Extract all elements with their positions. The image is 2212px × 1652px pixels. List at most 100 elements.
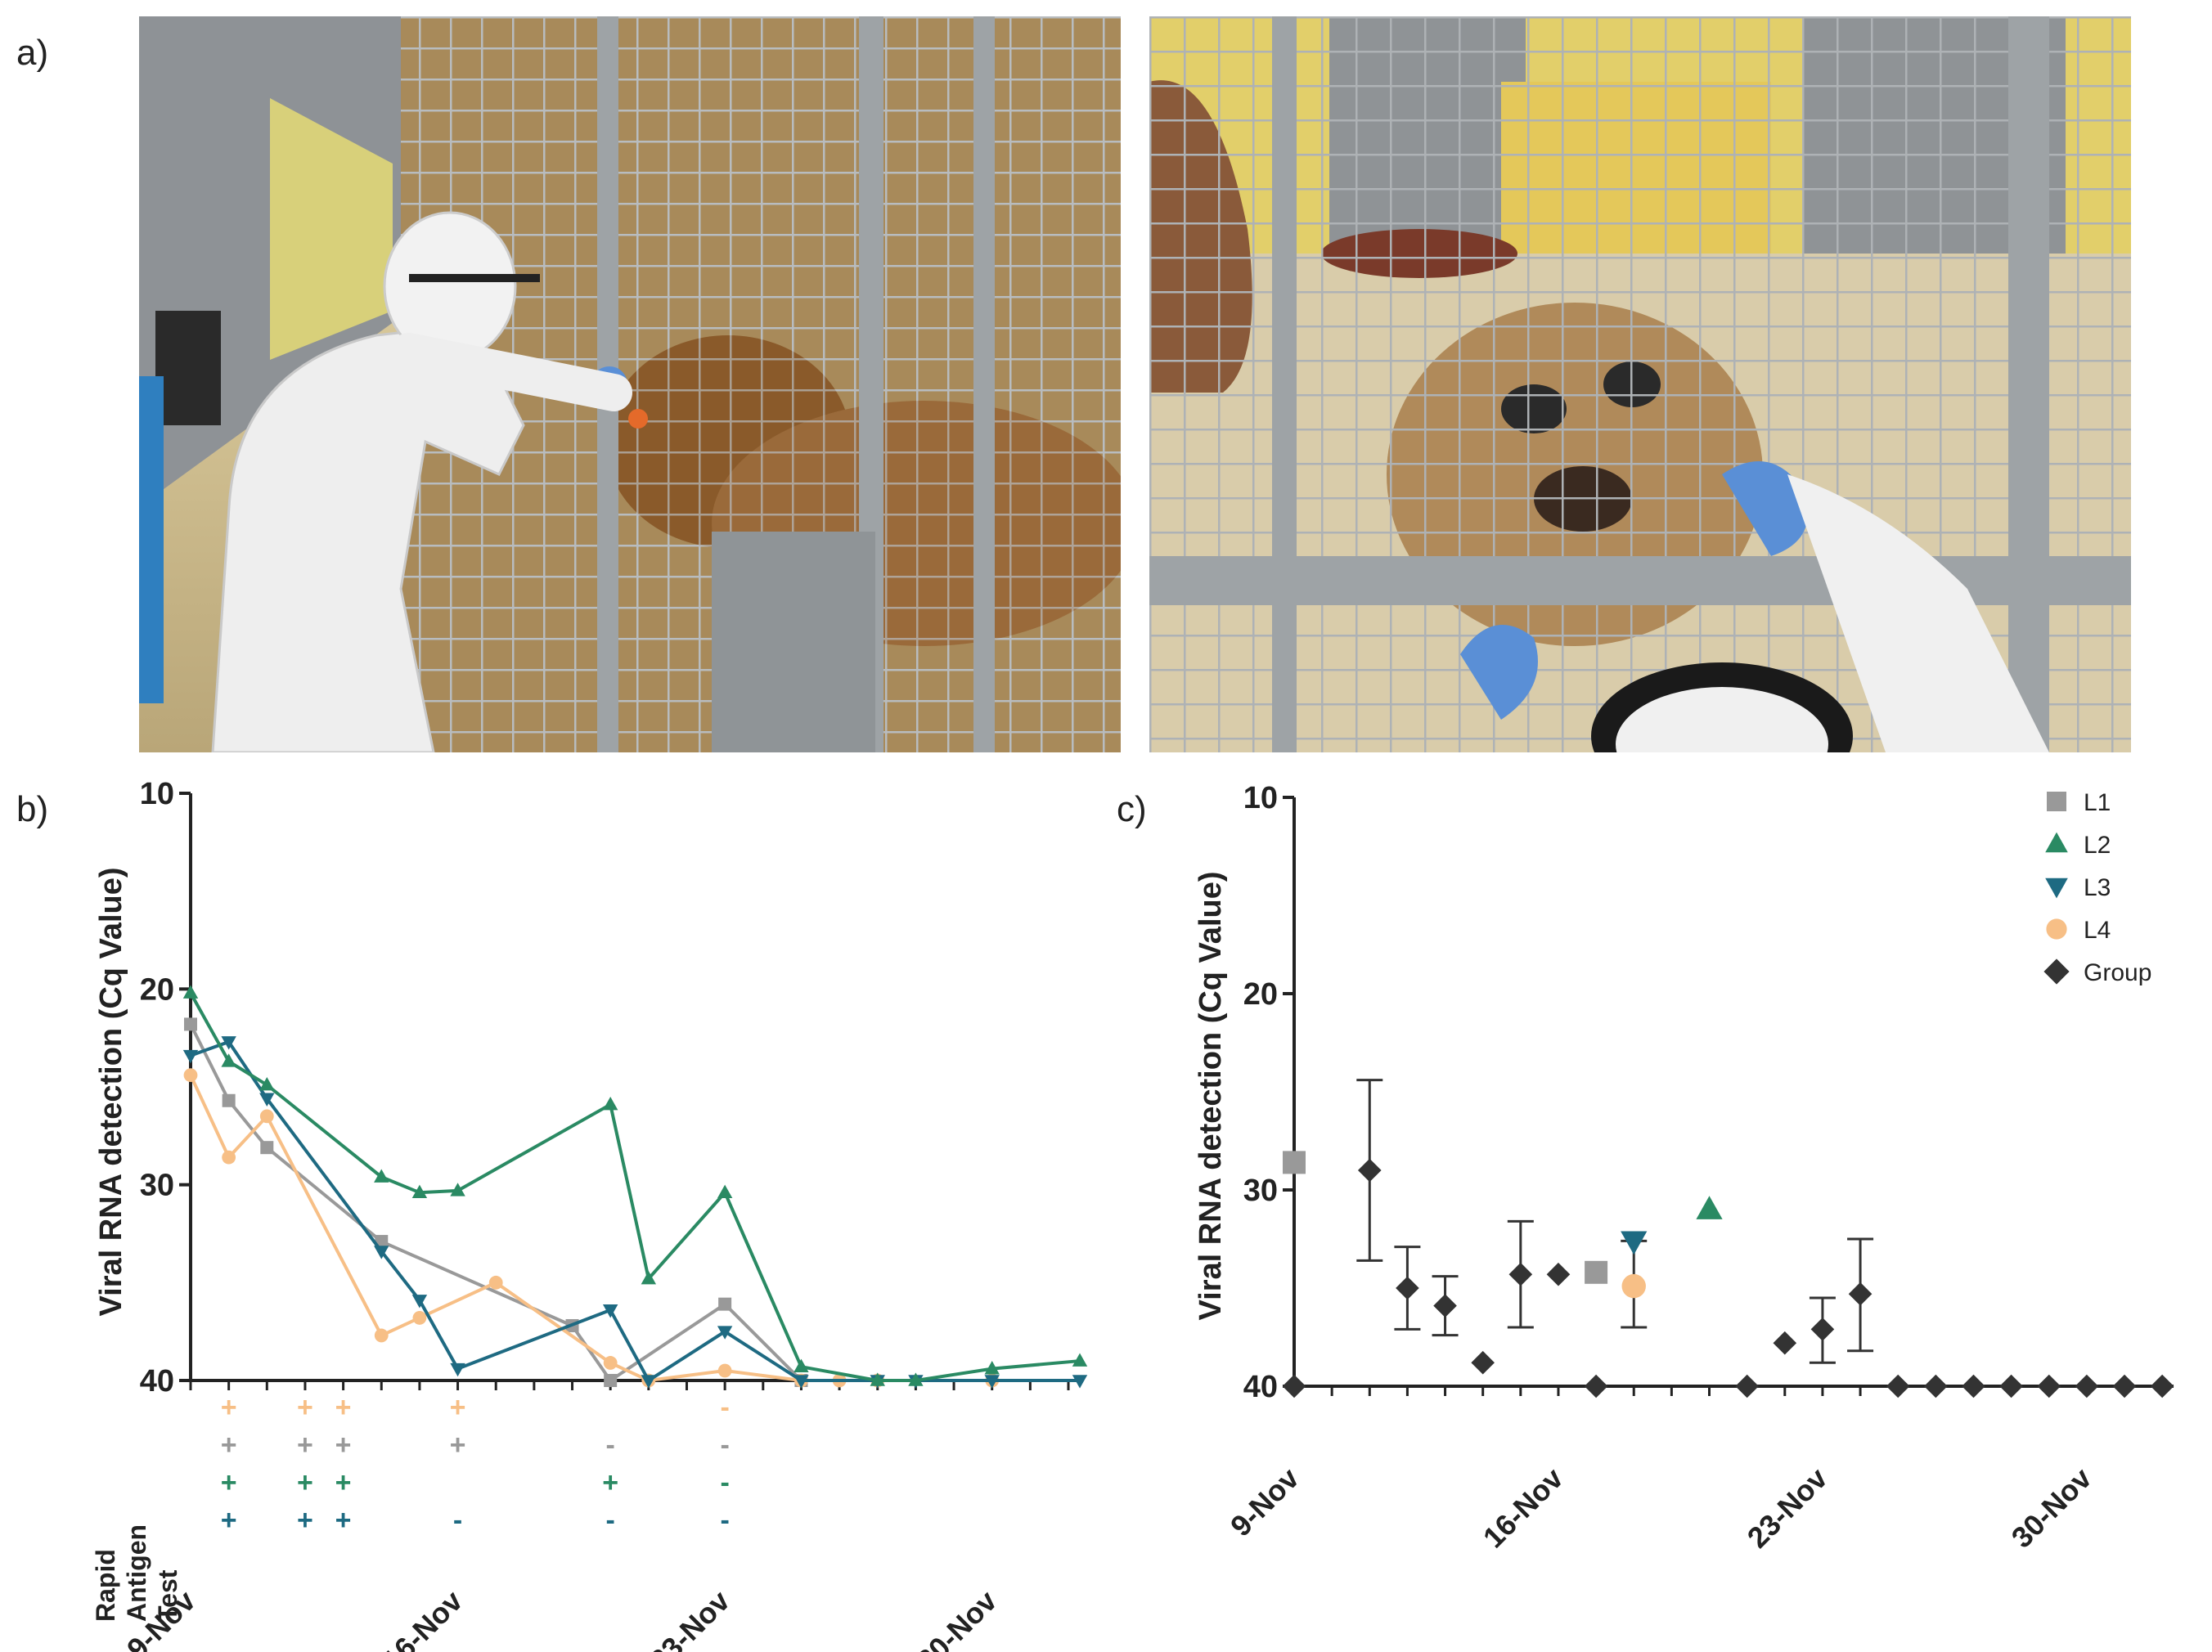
chart-b: Viral RNA detection (Cq Value) Rapid Ant… [91,777,1088,1652]
point-L4 [222,1150,236,1165]
rapid-test-result-L3: + [335,1505,352,1536]
rapid-test-result-L1: + [335,1430,352,1461]
series-line-L2 [189,992,1081,1382]
point-L1 [718,1297,732,1311]
point-L2 [602,1096,618,1111]
chart-b-ytick-label: 30 [140,1169,174,1203]
chart-b-ylabel: Viral RNA detection (Cq Value) [94,868,128,1317]
rapid-test-result-L4: + [297,1392,313,1423]
chart-c-ytick-label: 40 [1243,1370,1278,1404]
point-L2 [717,1184,733,1199]
point-Group [1962,1374,1985,1398]
panel-label-b: b) [16,789,49,829]
point-L3 [794,1375,809,1389]
rapid-test-result-L4: - [720,1392,729,1423]
point-L4 [603,1356,618,1370]
rapid-test-result-L3: - [720,1505,729,1536]
point-L3 [450,1362,465,1377]
chart-c-ytick-label: 10 [1243,781,1278,815]
lioness-swab-photo-right [1149,16,2131,752]
rapid-test-result-L2: - [720,1467,729,1498]
rapid-test-result-L1: + [450,1430,466,1461]
chart-c-xtick-label: 30-Nov [2005,1461,2098,1555]
series-line-L1 [189,1023,803,1383]
chart-c-xtick-label: 23-Nov [1741,1461,1834,1555]
point-L2 [870,1372,885,1386]
point-L2 [221,1053,236,1067]
point-L2 [374,1169,389,1183]
point-L2 [641,1270,657,1285]
rapid-test-result-L4: + [221,1392,237,1423]
point-L3 [602,1304,618,1318]
point-L3 [1072,1375,1088,1389]
point-L2 [908,1372,924,1386]
legend-marker-L4 [2046,918,2067,940]
point-Group [1999,1374,2023,1398]
point-Group [1357,1158,1382,1183]
chart-b-ytick-label: 20 [140,972,174,1007]
point-Group [2150,1374,2174,1398]
point-L2 [1696,1196,1723,1219]
point-Group [1433,1294,1457,1318]
legend-label-L4: L4 [2084,917,2111,944]
rapid-antigen-label-2: Test [153,1569,182,1622]
rapid-antigen-label-0: Rapid [91,1549,120,1622]
chart-c-xtick-label: 9-Nov [1224,1461,1306,1543]
rapid-test-result-L3: + [297,1505,313,1536]
point-Group [2075,1374,2099,1398]
point-L4 [183,1068,198,1083]
legend-label-Group: Group [2084,959,2151,986]
panel-label-a: a) [16,33,49,73]
point-L1 [1585,1260,1608,1284]
point-L3 [259,1093,275,1107]
rapid-test-result-L2: + [221,1467,237,1498]
point-Group [1508,1262,1533,1286]
rapid-test-result-L1: - [720,1430,729,1461]
rapid-test-result-L1: + [297,1430,313,1461]
rapid-test-result-L1: - [606,1430,615,1461]
point-L4 [374,1328,389,1343]
legend-label-L3: L3 [2084,874,2111,901]
rapid-antigen-label-1: Antigen [122,1524,151,1622]
point-L2 [1072,1353,1088,1367]
legend-label-L1: L1 [2084,789,2111,816]
point-Group [2112,1374,2137,1398]
point-Group [1848,1282,1873,1306]
point-L3 [717,1326,733,1340]
point-Group [1773,1331,1797,1355]
point-L4 [488,1275,503,1290]
point-Group [1282,1374,1306,1398]
chart-c: Viral RNA detection (Cq Value) 10 20 30 40 9… [1194,781,2174,1555]
point-Group [1396,1276,1419,1300]
rapid-test-result-L4: + [450,1392,466,1423]
legend-marker-Group [2043,958,2070,985]
point-L2 [450,1183,465,1196]
rapid-test-result-L4: + [335,1392,352,1423]
lion-swab-photo-left [139,16,1121,752]
point-L3 [411,1295,428,1309]
point-L2 [984,1361,1000,1375]
legend-label-L2: L2 [2084,832,2111,859]
point-L3 [984,1375,1000,1389]
point-L2 [411,1184,428,1199]
point-L1 [184,1017,197,1031]
point-L2 [259,1077,275,1091]
chart-b-ytick-label: 40 [140,1364,174,1398]
point-L2 [182,985,199,999]
point-L4 [717,1363,732,1378]
point-L3 [221,1036,236,1050]
point-L2 [794,1358,809,1373]
point-L4 [1621,1273,1646,1299]
chart-b-xtick-label: 30-Nov [910,1584,1003,1652]
rapid-test-result-L2: + [335,1467,352,1498]
point-Group [1735,1374,1759,1398]
legend-marker-L3 [2045,878,2068,899]
rapid-test-result-L3: - [453,1505,462,1536]
point-L1 [1283,1151,1306,1174]
rapid-test-result-L3: + [221,1505,237,1536]
panel-label-c: c) [1117,789,1147,829]
point-Group [1471,1350,1495,1375]
point-Group [1924,1374,1948,1398]
chart-b-ytick-label: 10 [140,777,174,811]
point-Group [1886,1374,1910,1398]
